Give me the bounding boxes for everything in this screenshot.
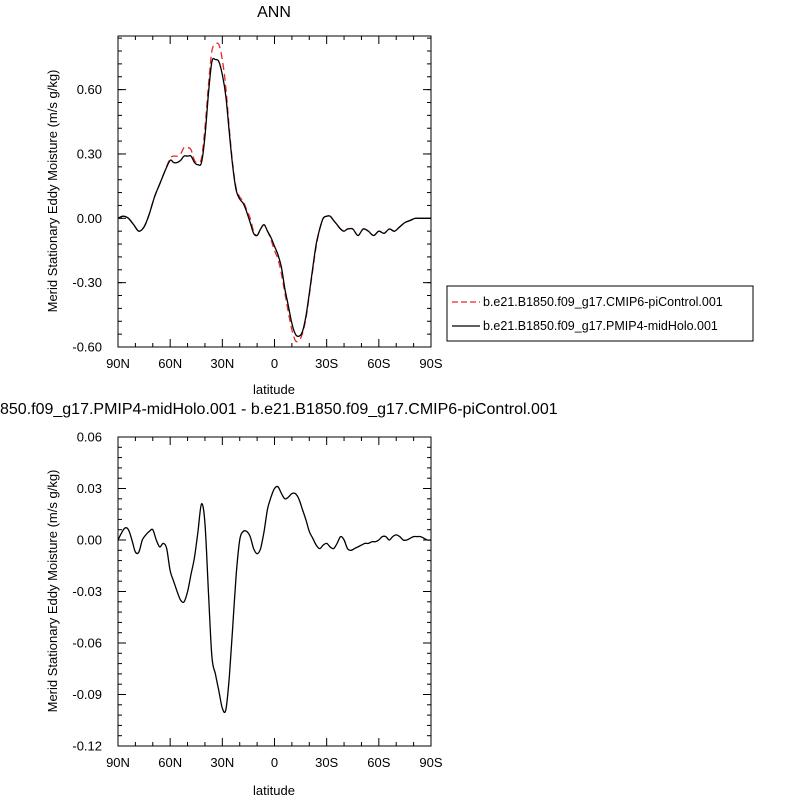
bottom-x-tick-label: 30N [210, 755, 234, 770]
legend: b.e21.B1850.f09_g17.CMIP6-piControl.001 … [446, 285, 754, 342]
legend-label-picontrol: b.e21.B1850.f09_g17.CMIP6-piControl.001 [483, 295, 723, 309]
bottom-y-tick-label: 0.00 [77, 533, 102, 548]
bottom-x-tick-label: 0 [271, 755, 278, 770]
top-x-tick-label: 60S [367, 356, 390, 371]
top-x-tick-label: 90N [106, 356, 130, 371]
legend-label-midholo: b.e21.B1850.f09_g17.PMIP4-midHolo.001 [483, 319, 718, 333]
top-x-tick-label: 0 [271, 356, 278, 371]
top-x-axis-label: latitude [253, 382, 295, 397]
top-series-lines [117, 42, 431, 343]
top-x-ticks: 90N 60N 30N 0 30S 60S 90S [106, 36, 443, 371]
legend-box [446, 285, 754, 342]
bottom-y-axis-label: Merid Stationary Eddy Moisture (m/s g/kg… [45, 470, 60, 713]
bottom-y-ticks: 0.06 0.03 0.00 -0.03 -0.06 -0.09 -0.12 [72, 430, 431, 754]
top-series-line-0 [117, 42, 431, 343]
bottom-y-tick-label: -0.03 [72, 584, 102, 599]
bottom-plot-frame [117, 436, 432, 747]
bottom-y-tick-label: 0.06 [77, 430, 102, 445]
top-y-axis-label: Merid Stationary Eddy Moisture (m/s g/kg… [45, 70, 60, 313]
top-chart-title: ANN [257, 4, 291, 21]
bottom-series-lines [117, 485, 432, 714]
top-chart: ANN 0.60 0.30 0.00 -0.30 -0.60 90N 60N 30N 0 30S… [45, 4, 443, 397]
bottom-y-tick-label: -0.09 [72, 687, 102, 702]
top-x-tick-label: 90S [419, 356, 442, 371]
bottom-x-axis-label: latitude [253, 783, 295, 798]
top-plot-frame [117, 35, 432, 348]
top-y-tick-label: 0.30 [77, 146, 102, 161]
bottom-x-tick-label: 60S [367, 755, 390, 770]
top-y-tick-label: -0.30 [72, 275, 102, 290]
bottom-y-tick-label: -0.12 [72, 739, 102, 754]
top-y-tick-label: 0.60 [77, 82, 102, 97]
top-x-tick-label: 30S [315, 356, 338, 371]
top-x-tick-label: 60N [158, 356, 182, 371]
bottom-x-tick-label: 90S [419, 755, 442, 770]
top-y-ticks: 0.60 0.30 0.00 -0.30 -0.60 [72, 37, 431, 355]
bottom-x-tick-label: 90N [106, 755, 130, 770]
bottom-x-ticks: 90N 60N 30N 0 30S 60S 90S [106, 437, 443, 770]
bottom-x-tick-label: 30S [315, 755, 338, 770]
bottom-series-line-0 [117, 485, 432, 714]
bottom-chart: 850.f09_g17.PMIP4-midHolo.001 - b.e21.B1… [0, 401, 558, 798]
bottom-chart-title: 850.f09_g17.PMIP4-midHolo.001 - b.e21.B1… [0, 401, 558, 418]
top-y-tick-label: 0.00 [77, 211, 102, 226]
top-x-tick-label: 30N [210, 356, 234, 371]
bottom-y-tick-label: 0.03 [77, 481, 102, 496]
bottom-y-tick-label: -0.06 [72, 636, 102, 651]
top-series-line-1 [117, 57, 431, 338]
bottom-x-tick-label: 60N [158, 755, 182, 770]
top-y-tick-label: -0.60 [72, 340, 102, 355]
